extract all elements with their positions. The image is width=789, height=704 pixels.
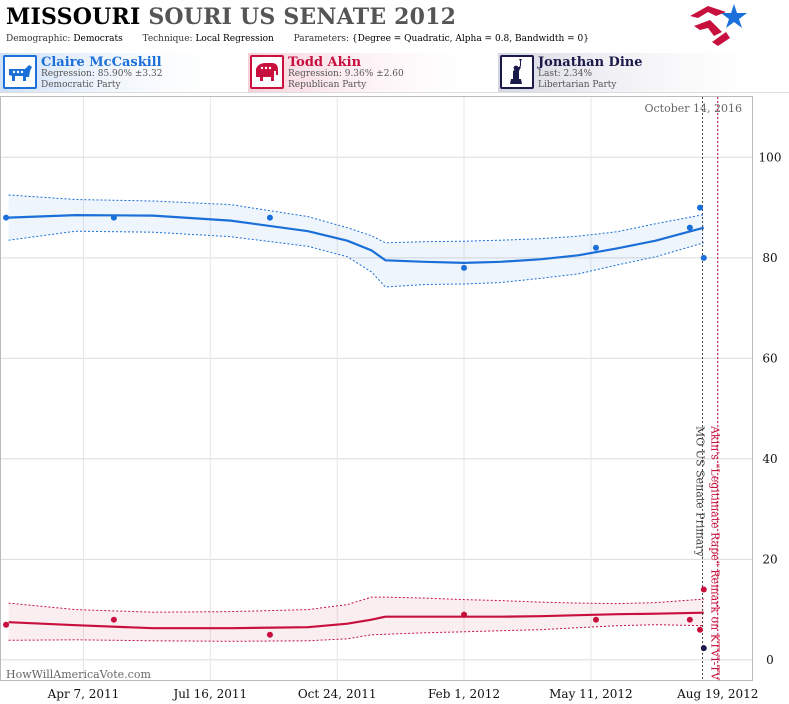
regression-line [8, 611, 704, 630]
x-tick-label: May 11, 2012 [549, 687, 632, 701]
poll-point [266, 214, 273, 221]
poll-point [696, 626, 703, 633]
candidate-legend: Claire McCaskill Regression: 85.90% ±3.3… [0, 53, 789, 93]
x-axis: Apr 7, 2011 Jul 16, 2011 Oct 24, 2011 Feb 1… [47, 687, 759, 701]
candidate-name: Todd Akin [288, 55, 362, 70]
poll-point [110, 214, 117, 221]
y-tick-label: 60 [762, 351, 777, 365]
elephant-icon [250, 55, 284, 89]
poll-point [592, 616, 599, 623]
poll-point [461, 611, 468, 618]
plot-frame [0, 96, 753, 681]
y-tick-label: 0 [766, 653, 774, 667]
gridlines [1, 97, 752, 680]
statue-of-liberty-icon [500, 55, 534, 89]
event-markers: MO US Senate Primary Akin's "Legitimate R… [694, 97, 722, 681]
technique-value: Local Regression [195, 34, 274, 44]
candidate-stat: Regression: 9.36% ±2.60 [288, 69, 404, 79]
poll-point [592, 244, 599, 251]
poll-chart: MO US Senate Primary Akin's "Legitimate R… [0, 96, 782, 701]
demographic-label: Demographic: [6, 34, 71, 44]
candidate-name: Jonathan Dine [538, 55, 643, 70]
technique-label: Technique: [142, 34, 193, 44]
confidence-band [8, 597, 704, 642]
candidate-party: Democratic Party [41, 80, 121, 90]
page-title: MISSOURI SOURI US SENATE 2012 [6, 4, 456, 30]
poll-point [700, 254, 707, 261]
title-state: MISSOURI [6, 4, 141, 30]
parameters-value: {Degree = Quadratic, Alpha = 0.8, Bandwi… [351, 34, 589, 44]
y-axis: 0 20 40 60 80 100 [759, 150, 782, 667]
candidate-party: Libertarian Party [538, 80, 617, 90]
confidence-bound-lower [8, 624, 704, 642]
x-tick-label: Feb 1, 2012 [428, 687, 500, 701]
demographic-value: Democrats [73, 34, 123, 44]
y-tick-label: 20 [762, 552, 777, 566]
poll-point [686, 616, 693, 623]
x-tick-label: Aug 19, 2012 [676, 687, 758, 701]
regression-line [8, 213, 705, 265]
poll-point [3, 214, 10, 221]
candidate-stat: Last: 2.34% [538, 69, 593, 79]
date-annotation: October 14, 2016 [644, 102, 742, 115]
regression-lines [8, 213, 705, 630]
event-label: Akin's "Legitimate Rape" Remark on KTVI-… [709, 425, 722, 681]
y-tick-label: 40 [762, 452, 777, 466]
candidate-name: Claire McCaskill [41, 55, 162, 70]
poll-point [110, 616, 117, 623]
x-tick-label: Apr 7, 2011 [47, 687, 120, 701]
parameters-label: Parameters: [293, 34, 350, 44]
candidate-party: Republican Party [288, 80, 367, 90]
y-tick-label: 80 [762, 251, 777, 265]
header: MISSOURI SOURI US SENATE 2012 Demographi… [0, 0, 789, 50]
poll-point [696, 204, 703, 211]
donkey-icon [3, 55, 37, 89]
title-race: SOURI US SENATE 2012 [148, 4, 457, 30]
y-tick-label: 100 [759, 150, 782, 164]
parameters-line: Demographic: Democrats Technique: Local … [6, 34, 589, 44]
poll-point [686, 224, 693, 231]
watermark: HowWillAmericaVote.com [6, 668, 151, 681]
candidate-stat: Regression: 85.90% ±3.32 [41, 69, 163, 79]
poll-point [700, 586, 707, 593]
poll-point [461, 264, 468, 271]
star-logo-icon [690, 4, 747, 46]
event-label: MO US Senate Primary [694, 426, 707, 558]
confidence-band [8, 195, 704, 287]
x-tick-label: Jul 16, 2011 [171, 687, 247, 701]
poll-point [266, 631, 273, 638]
legend-background [0, 53, 789, 93]
confidence-bands [8, 194, 704, 642]
poll-point [700, 645, 707, 652]
poll-point [3, 621, 10, 628]
poll-points [3, 204, 707, 652]
x-tick-label: Oct 24, 2011 [298, 687, 377, 701]
